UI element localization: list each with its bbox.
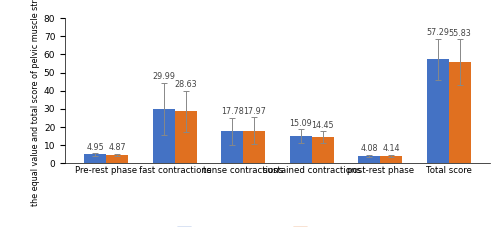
Text: 4.95: 4.95 — [86, 143, 104, 152]
Bar — [449, 62, 470, 163]
Text: 57.29: 57.29 — [426, 28, 450, 37]
Text: 14.45: 14.45 — [312, 121, 334, 130]
Text: 28.63: 28.63 — [174, 80, 197, 89]
Legend: epidural  analgesia, non-analgesia: epidural analgesia, non-analgesia — [174, 223, 382, 227]
Text: 17.78: 17.78 — [221, 107, 244, 116]
Bar — [312, 137, 334, 163]
Text: 4.14: 4.14 — [382, 144, 400, 153]
Bar — [380, 156, 402, 163]
Bar — [222, 131, 243, 163]
Text: 55.83: 55.83 — [448, 29, 471, 38]
Text: 17.97: 17.97 — [243, 107, 266, 116]
Bar — [243, 131, 265, 163]
Bar — [106, 155, 128, 163]
Text: 4.87: 4.87 — [108, 143, 126, 152]
Text: 15.09: 15.09 — [290, 119, 312, 128]
Bar — [358, 156, 380, 163]
Text: 4.08: 4.08 — [360, 145, 378, 153]
Y-axis label: the equal value and total score of pelvic muscle strength: the equal value and total score of pelvi… — [30, 0, 40, 206]
Bar — [427, 59, 449, 163]
Bar — [84, 154, 106, 163]
Bar — [290, 136, 312, 163]
Text: 29.99: 29.99 — [152, 72, 176, 81]
Bar — [174, 111, 197, 163]
Bar — [153, 109, 174, 163]
